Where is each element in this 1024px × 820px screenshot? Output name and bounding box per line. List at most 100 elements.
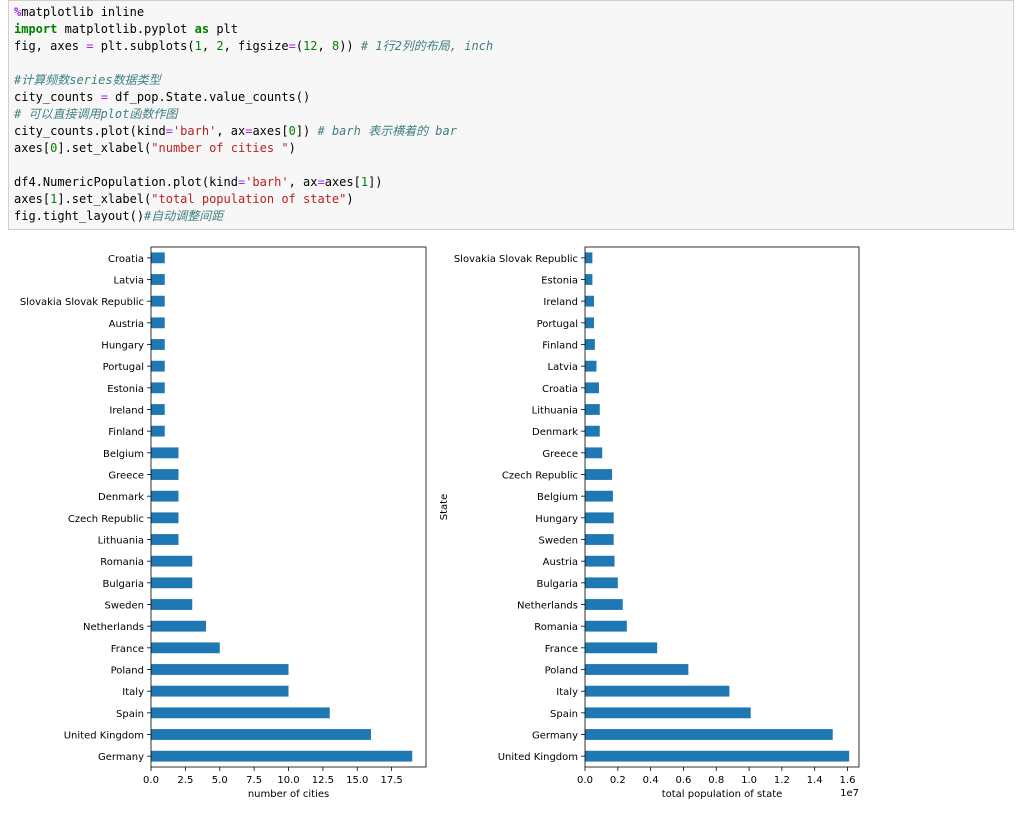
y-tick-label: Estonia xyxy=(541,276,578,287)
bar-bulgaria xyxy=(151,577,193,589)
bar-latvia xyxy=(151,274,165,285)
code-token: , ax xyxy=(288,175,318,189)
y-tick-label: Bulgaria xyxy=(537,579,578,590)
bar-france xyxy=(585,642,658,654)
bar-austria xyxy=(151,317,165,329)
code-token: 0 xyxy=(288,124,296,138)
bar-united-kingdom xyxy=(151,729,371,740)
code-token: ( xyxy=(295,39,304,53)
code-token: 'barh' xyxy=(172,124,217,138)
y-tick-label: Portugal xyxy=(103,362,144,373)
y-tick-label: Germany xyxy=(98,752,144,763)
code-token: , xyxy=(317,39,332,53)
code-token: , xyxy=(201,39,217,53)
y-tick-label: Greece xyxy=(542,449,578,460)
x-offset-label: 1e7 xyxy=(840,788,859,799)
code-token: "number of cities " xyxy=(151,141,289,155)
y-tick-label: Netherlands xyxy=(517,601,578,612)
bar-ireland xyxy=(151,404,165,415)
y-tick-label: Hungary xyxy=(535,514,578,525)
x-tick-label: 17.5 xyxy=(380,775,402,786)
bar-finland xyxy=(585,339,595,350)
chart-1: Croatia Latvia Slovakia Slovak Republic Aus… xyxy=(20,246,427,800)
code-token: city_counts.plot(kind xyxy=(14,124,166,138)
x-tick-label: 1.0 xyxy=(741,775,757,786)
code-token: 1 xyxy=(50,192,58,206)
code-token: = xyxy=(237,175,246,189)
code-token: 12 xyxy=(303,39,318,53)
bar-poland xyxy=(585,664,689,675)
bar-hungary xyxy=(585,512,614,524)
bar-portugal xyxy=(585,317,595,329)
code-token: ]) xyxy=(368,175,383,189)
code-token: # 1行2列的布局, inch xyxy=(360,39,494,53)
code-token: matplotlib inline xyxy=(21,5,145,19)
y-tick-label: Germany xyxy=(532,731,578,742)
code-token: 'barh' xyxy=(245,175,289,189)
y-tick-label: Netherlands xyxy=(83,622,144,633)
bar-czech-republic xyxy=(585,469,613,480)
y-tick-label: Czech Republic xyxy=(68,514,144,525)
code-token: as xyxy=(194,22,210,36)
y-tick-label: United Kingdom xyxy=(498,752,578,763)
y-tick-label: Spain xyxy=(550,709,578,720)
y-tick-label: Bulgaria xyxy=(103,579,144,590)
code-line xyxy=(14,157,493,174)
x-tick-label: 10.0 xyxy=(277,775,299,786)
y-tick-label: Austria xyxy=(109,319,144,330)
code-cell[interactable]: %matplotlib inline import matplotlib.pypl… xyxy=(8,0,1014,230)
y-tick-label: Finland xyxy=(542,341,578,352)
code-token: df4.NumericPopulation.plot(kind xyxy=(14,175,238,189)
code-token: % xyxy=(14,5,22,19)
code-token: )) xyxy=(339,39,361,53)
code-token: , figsize xyxy=(223,39,289,53)
bar-lithuania xyxy=(585,404,600,415)
bar-denmark xyxy=(151,490,179,502)
code-token: = xyxy=(317,175,325,189)
code-token: = xyxy=(245,124,253,138)
x-tick-label: 1.6 xyxy=(840,775,856,786)
code-line: df4.NumericPopulation.plot(kind='barh', … xyxy=(14,174,493,191)
bar-portugal xyxy=(151,360,165,372)
code-token: plt xyxy=(209,22,238,36)
code-token: "total population of state" xyxy=(151,192,347,206)
bar-latvia xyxy=(585,360,597,372)
y-tick-label: United Kingdom xyxy=(64,731,144,742)
y-tick-label: Italy xyxy=(556,687,578,698)
bar-greece xyxy=(151,469,179,480)
x-tick-label: 2.5 xyxy=(177,775,193,786)
bar-croatia xyxy=(585,382,599,394)
code-token: #计算频数series数据类型 xyxy=(14,73,161,87)
y-tick-label: Estonia xyxy=(107,384,144,395)
bar-ireland xyxy=(585,295,595,307)
code-line: fig.tight_layout()#自动调整间距 xyxy=(14,208,493,225)
code-token: #自动调整间距 xyxy=(144,209,224,223)
y-tick-label: Hungary xyxy=(101,341,144,352)
x-tick-label: 1.2 xyxy=(774,775,790,786)
bar-france xyxy=(151,642,220,654)
x-axis-label: number of cities xyxy=(248,789,329,800)
code-token: axes[ xyxy=(324,175,361,189)
x-axis-label: total population of state xyxy=(662,789,783,800)
bar-italy xyxy=(151,685,289,697)
code-token: 2 xyxy=(216,39,224,53)
code-token: 1 xyxy=(194,39,202,53)
y-tick-label: Denmark xyxy=(532,427,578,438)
y-tick-label: Lithuania xyxy=(98,536,144,547)
y-tick-label: Slovakia Slovak Republic xyxy=(20,297,144,308)
y-tick-label: Portugal xyxy=(537,319,578,330)
output-area: Croatia Latvia Slovakia Slovak Republic Aus… xyxy=(0,240,1024,816)
bar-germany xyxy=(151,750,413,762)
code-token: fig.tight_layout() xyxy=(14,209,145,223)
bar-denmark xyxy=(585,425,600,437)
bar-hungary xyxy=(151,339,165,350)
y-tick-label: Ireland xyxy=(109,406,144,417)
code-token: 0 xyxy=(50,141,58,155)
code-token: axes[ xyxy=(252,124,289,138)
code-line: import matplotlib.pyplot as plt xyxy=(14,21,493,38)
code-token: plt.subplots( xyxy=(93,39,195,53)
code-token: 8 xyxy=(331,39,340,53)
code-editor[interactable]: %matplotlib inline import matplotlib.pypl… xyxy=(14,4,493,225)
y-tick-label: Greece xyxy=(108,471,144,482)
bar-spain xyxy=(151,707,330,719)
